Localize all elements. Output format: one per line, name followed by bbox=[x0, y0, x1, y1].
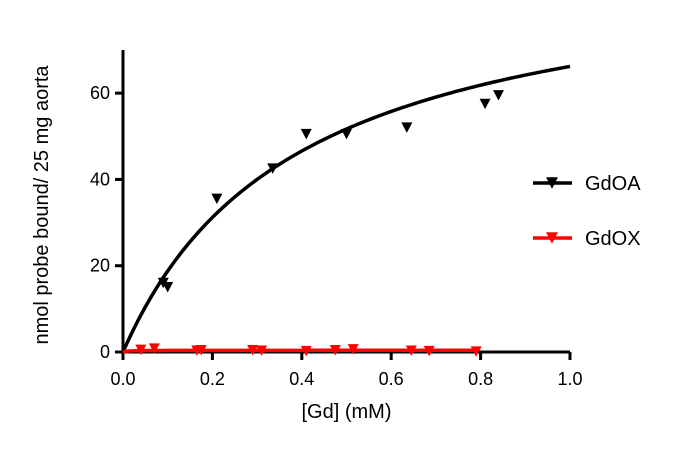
data-point bbox=[401, 122, 413, 133]
legend-item-GdOX: GdOX bbox=[533, 228, 641, 250]
x-tick-label: 0.0 bbox=[110, 369, 135, 389]
data-point bbox=[135, 344, 147, 356]
y-tick-label: 60 bbox=[90, 83, 110, 103]
data-point bbox=[195, 345, 207, 356]
legend-label: GdOX bbox=[585, 228, 641, 250]
data-point bbox=[211, 193, 223, 205]
x-tick-label: 0.6 bbox=[379, 369, 404, 389]
fit-curve-GdOA bbox=[121, 64, 571, 353]
data-point bbox=[347, 344, 359, 355]
data-point bbox=[300, 345, 312, 357]
series-GdOA bbox=[121, 64, 571, 353]
data-point bbox=[492, 90, 504, 101]
data-point bbox=[341, 128, 352, 140]
x-tick-label: 0.4 bbox=[289, 369, 314, 389]
x-ticks: 0.0 0.2 0.4 0.6 0.8 1.0 bbox=[110, 352, 583, 389]
data-point bbox=[162, 282, 174, 293]
data-point bbox=[479, 98, 491, 110]
data-point bbox=[148, 343, 160, 354]
x-tick-label: 0.8 bbox=[468, 369, 493, 389]
legend: GdOA GdOX bbox=[533, 173, 641, 250]
y-ticks: 0 20 40 60 bbox=[90, 83, 123, 362]
data-point bbox=[423, 345, 435, 357]
data-point bbox=[329, 345, 341, 356]
data-point bbox=[256, 345, 268, 356]
x-axis-label: [Gd] (mM) bbox=[302, 401, 392, 423]
data-point bbox=[470, 346, 482, 357]
y-axis-label: nmol probe bound/ 25 mg aorta bbox=[31, 65, 53, 345]
y-tick-label: 20 bbox=[90, 256, 110, 276]
axes: 0.0 0.2 0.4 0.6 0.8 1.0 0 20 40 60 bbox=[90, 50, 583, 389]
y-tick-label: 40 bbox=[90, 169, 110, 189]
y-tick-label: 0 bbox=[100, 342, 110, 362]
x-tick-label: 1.0 bbox=[557, 369, 582, 389]
legend-marker bbox=[546, 177, 558, 189]
data-point bbox=[405, 345, 417, 356]
legend-label: GdOA bbox=[585, 173, 641, 195]
legend-item-GdOA: GdOA bbox=[533, 173, 641, 195]
plot-area bbox=[121, 64, 571, 357]
data-point bbox=[300, 128, 312, 140]
data-point bbox=[247, 345, 259, 356]
data-point bbox=[267, 163, 279, 174]
series-GdOX bbox=[122, 343, 482, 357]
legend-marker bbox=[546, 232, 558, 244]
fit-curve-GdOX bbox=[122, 348, 477, 354]
x-tick-label: 0.2 bbox=[200, 369, 225, 389]
